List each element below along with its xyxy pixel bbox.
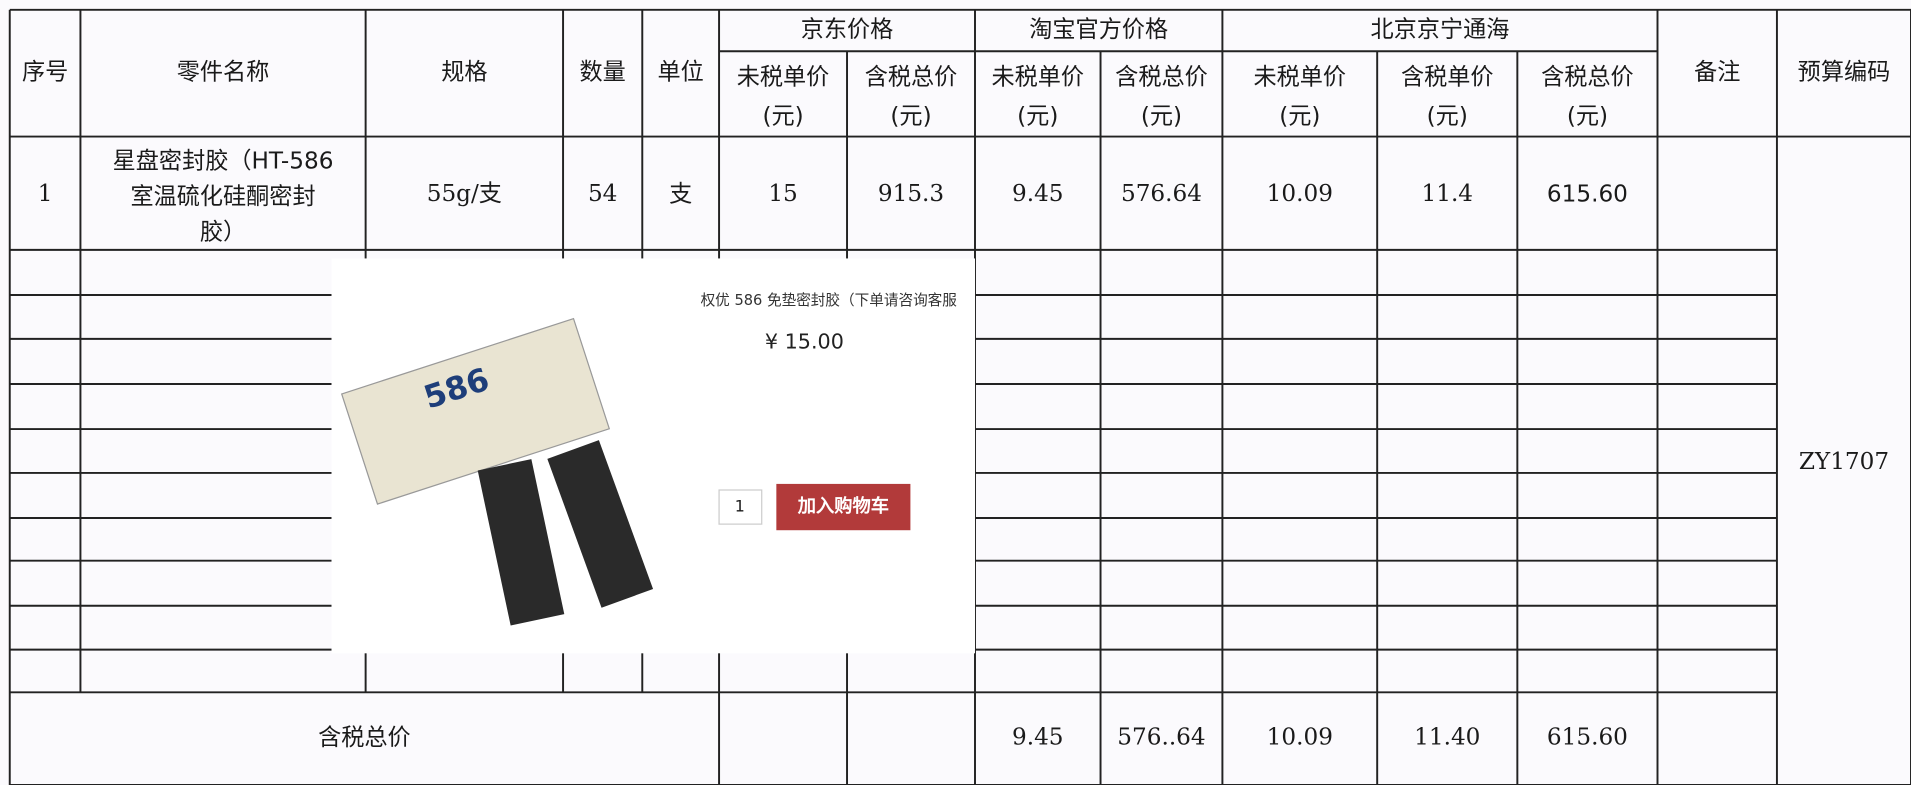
cell-text: 零件名称 bbox=[177, 60, 270, 86]
cell-text: (元) bbox=[1279, 104, 1320, 130]
cell-text: 915.3 bbox=[878, 181, 944, 207]
cell-text: 数量 bbox=[580, 60, 626, 86]
cell-text: (元) bbox=[762, 104, 803, 130]
cell-text: 预算编码 bbox=[1798, 60, 1891, 86]
cell-text: (元) bbox=[1141, 104, 1182, 130]
cell-text: 京东价格 bbox=[801, 17, 894, 43]
cell-text: 11.40 bbox=[1414, 725, 1480, 751]
cell-text: 含税单价 bbox=[1401, 65, 1494, 91]
cell-text: (元) bbox=[1017, 104, 1058, 130]
cell-text: 含税总价 bbox=[865, 65, 958, 91]
cell-text: 未税单价 bbox=[991, 65, 1084, 91]
cell-text: (元) bbox=[1427, 104, 1468, 130]
cell-text: 规格 bbox=[441, 60, 487, 86]
product-tube bbox=[547, 440, 654, 608]
cell-text: 胶） bbox=[200, 219, 246, 245]
cell-text: 含税总价 bbox=[1541, 65, 1634, 91]
cell-text: 576.64 bbox=[1121, 181, 1202, 207]
cart-button bbox=[776, 483, 911, 531]
cell-text: 淘宝官方价格 bbox=[1029, 17, 1168, 43]
cell-text: 单位 bbox=[658, 60, 704, 86]
cell-text: 支 bbox=[669, 182, 692, 208]
cell-text: 615.60 bbox=[1547, 725, 1628, 751]
cell-text: 备注 bbox=[1694, 60, 1740, 86]
cart-button-label: 加入购物车 bbox=[797, 495, 889, 517]
cell-text: 含税总价 bbox=[1115, 65, 1208, 91]
cell-text: (元) bbox=[890, 104, 931, 130]
cell-text: ZY1707 bbox=[1799, 449, 1889, 475]
cell-text: 10.09 bbox=[1267, 725, 1333, 751]
product-title: 权优 586 免垫密封胶（下单请咨询客服 bbox=[701, 292, 958, 309]
cell-text: 星盘密封胶（HT-586 bbox=[113, 149, 334, 175]
cell-text: 室温硫化硅酮密封 bbox=[130, 184, 315, 210]
cell-text: 15 bbox=[768, 181, 797, 207]
cell-text: 9.45 bbox=[1012, 725, 1064, 751]
product-qty: 1 bbox=[735, 497, 745, 516]
cell-text: 615.60 bbox=[1547, 182, 1628, 208]
product-qty-box bbox=[718, 489, 763, 525]
cell-text: 54 bbox=[588, 181, 617, 207]
cell-text: 序号 bbox=[22, 60, 68, 86]
cell-text: 含税总价 bbox=[318, 725, 411, 751]
cell-text: 10.09 bbox=[1267, 181, 1333, 207]
product-price: ¥ 15.00 bbox=[765, 330, 844, 354]
product-tube bbox=[477, 459, 565, 626]
cell-text: 576..64 bbox=[1117, 725, 1205, 751]
cell-text: 1 bbox=[38, 181, 53, 207]
cell-text: 55g/支 bbox=[427, 181, 502, 207]
cell-text: (元) bbox=[1567, 104, 1608, 130]
cell-text: 北京京宁通海 bbox=[1371, 17, 1510, 43]
cell-text: 9.45 bbox=[1012, 181, 1064, 207]
cell-text: 11.4 bbox=[1422, 181, 1474, 207]
product-box bbox=[340, 317, 611, 505]
cell-text: 未税单价 bbox=[737, 65, 830, 91]
cell-text: 未税单价 bbox=[1254, 65, 1347, 91]
